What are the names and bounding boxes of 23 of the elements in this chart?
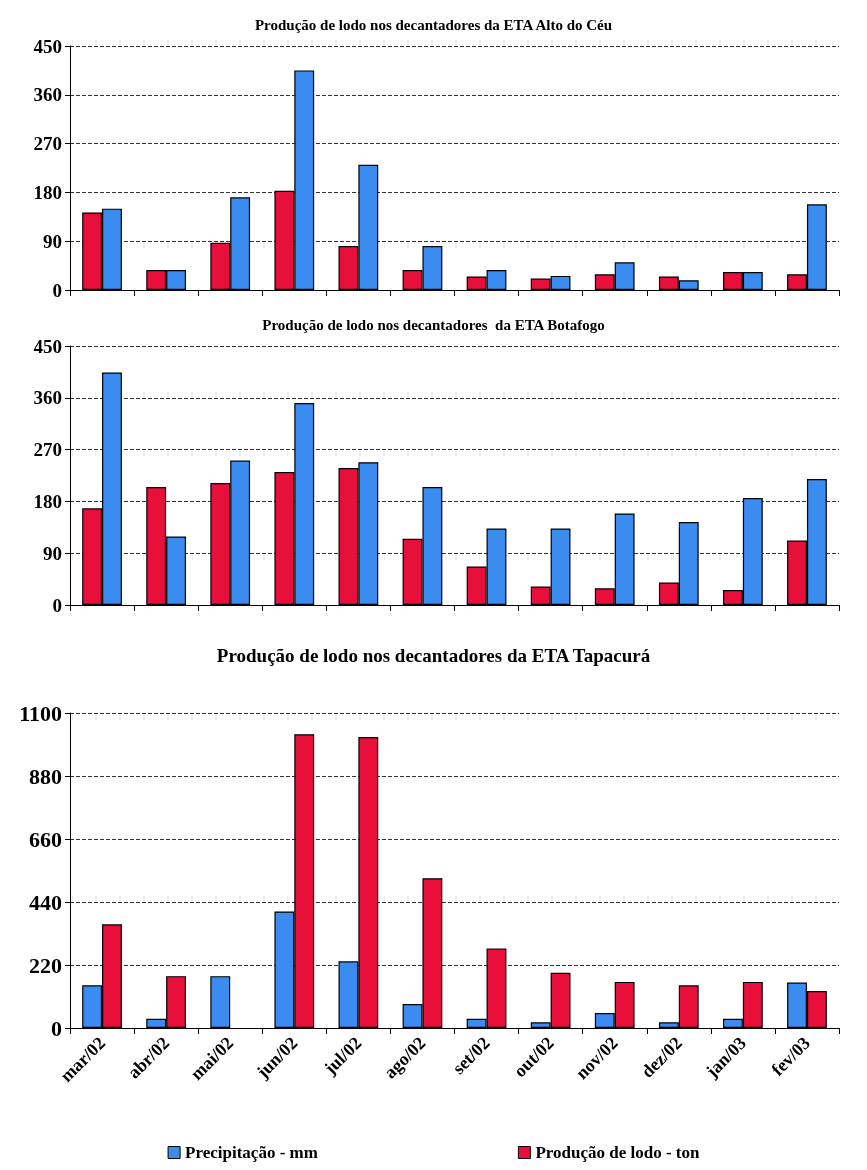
y-tick-label: 90 <box>43 230 62 252</box>
legend-label: Precipitação - mm <box>185 1143 318 1162</box>
chart-title: Produção de lodo nos decantadores da ETA Alto do Céu <box>254 16 613 33</box>
y-tick-label: 180 <box>33 181 62 203</box>
y-tick-label: 880 <box>29 763 62 789</box>
y-tick-label: 0 <box>51 1015 62 1041</box>
y-tick-label: 450 <box>33 335 62 357</box>
y-tick-label: 450 <box>33 35 62 57</box>
y-tick-label: 360 <box>33 84 62 106</box>
y-tick-label: 270 <box>33 439 62 461</box>
y-tick-label: 440 <box>29 889 62 915</box>
y-tick-label: 360 <box>33 387 62 409</box>
y-tick-label: 180 <box>33 490 62 512</box>
y-tick-label: 90 <box>43 542 62 564</box>
legend-label: Produção de lodo - ton <box>535 1143 700 1162</box>
chart-title: Produção de lodo nos decantadores da ETA Botafogo <box>262 316 605 333</box>
y-tick-label: 1100 <box>19 700 62 726</box>
y-tick-label: 220 <box>29 952 62 978</box>
y-tick-label: 660 <box>29 826 62 852</box>
y-tick-label: 270 <box>33 133 62 155</box>
chart-title: Produção de lodo nos decantadores da ETA Tapacurá <box>216 645 651 666</box>
y-tick-label: 0 <box>52 279 62 301</box>
y-tick-label: 0 <box>52 594 62 616</box>
